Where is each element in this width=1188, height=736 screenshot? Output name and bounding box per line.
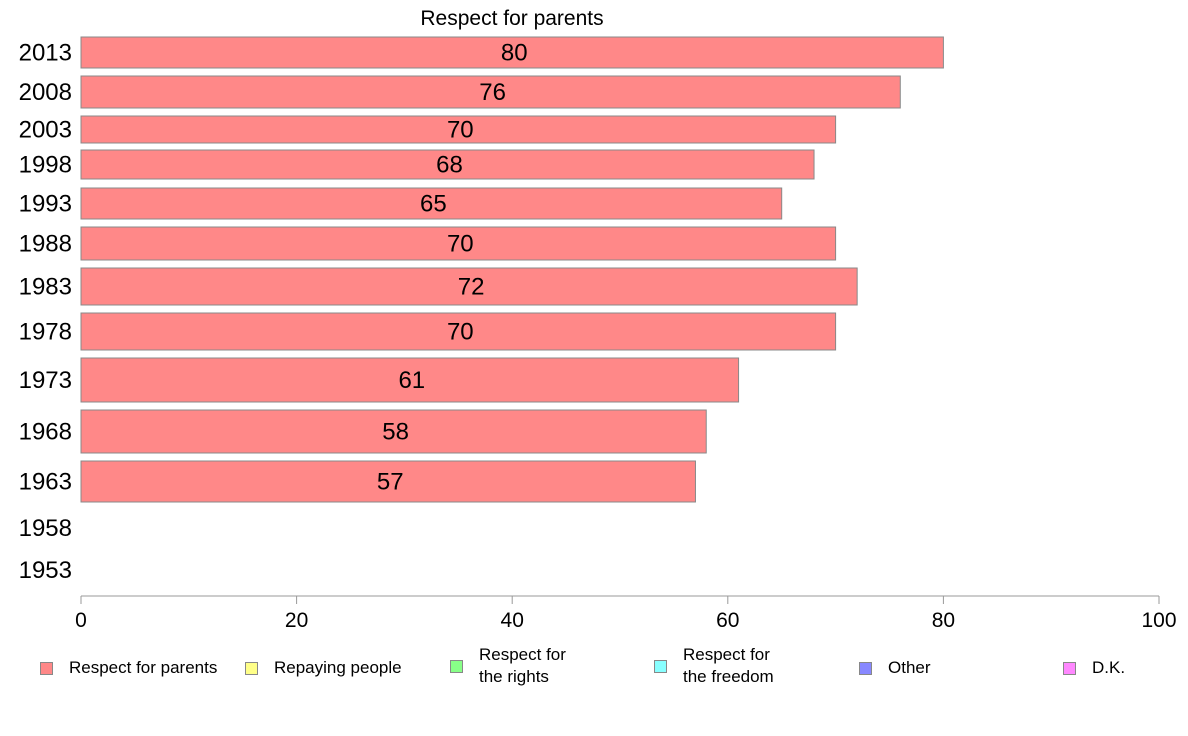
bar — [80, 187, 783, 220]
category-label: 1978 — [19, 319, 72, 346]
bar — [80, 36, 944, 69]
bar — [80, 226, 837, 261]
bar — [80, 357, 740, 403]
data-label: 72 — [458, 274, 485, 301]
legend-swatch — [450, 659, 463, 673]
x-tick-label: 60 — [716, 609, 739, 632]
legend-item-other: Other — [859, 657, 931, 679]
data-label: 70 — [447, 117, 474, 144]
legend-label: Respect for parents — [69, 658, 218, 677]
data-label: 65 — [420, 191, 447, 218]
category-label: 2008 — [19, 79, 72, 106]
category-label: 2003 — [19, 117, 72, 144]
bar — [80, 149, 815, 180]
bar — [80, 460, 696, 503]
legend-item-respect-for-parents: Respect for parents — [40, 657, 217, 679]
data-label: 57 — [377, 469, 404, 496]
legend-swatch — [245, 661, 258, 675]
bar — [80, 267, 858, 306]
legend-label: D.K. — [1092, 658, 1126, 677]
bar — [80, 75, 901, 109]
data-label: 70 — [447, 319, 474, 346]
category-label: 1958 — [19, 515, 72, 542]
legend-label: Respect for the freedom — [683, 645, 774, 686]
x-tick-label: 80 — [932, 609, 955, 632]
category-label: 1988 — [19, 231, 72, 258]
legend-label: Respect for the rights — [479, 645, 566, 686]
bar — [80, 409, 707, 454]
x-tick-label: 40 — [501, 609, 524, 632]
legend-label: Other — [888, 658, 931, 677]
legend-item-dk: D.K. — [1063, 657, 1125, 679]
legend-item-repaying-people: Repaying people — [245, 657, 402, 679]
category-label: 1973 — [19, 367, 72, 394]
category-label: 1963 — [19, 469, 72, 496]
category-label: 2013 — [19, 40, 72, 67]
data-label: 70 — [447, 231, 474, 258]
category-label: 1998 — [19, 152, 72, 179]
x-tick-label: 100 — [1141, 609, 1176, 632]
bar — [80, 115, 837, 144]
data-label: 58 — [382, 419, 409, 446]
chart-title: Respect for parents — [420, 7, 604, 30]
legend-item-respect-for-the-rights: Respect for the rights — [450, 644, 566, 688]
category-label: 1968 — [19, 419, 72, 446]
data-label: 76 — [479, 79, 506, 106]
x-tick-label: 0 — [75, 609, 87, 632]
category-label: 1993 — [19, 191, 72, 218]
legend: Respect for parents Repaying people Resp… — [0, 644, 1188, 694]
category-label: 1953 — [19, 557, 72, 584]
bar — [80, 312, 837, 351]
data-label: 61 — [398, 367, 425, 394]
data-label: 80 — [501, 40, 528, 67]
legend-swatch — [1063, 661, 1076, 675]
legend-label: Repaying people — [274, 658, 402, 677]
data-label: 68 — [436, 152, 463, 179]
legend-swatch — [40, 661, 53, 675]
legend-swatch — [859, 661, 872, 675]
x-tick-label: 20 — [285, 609, 308, 632]
bar-chart: 2013 80 2008 76 2003 70 1998 68 1993 65 1988 70 1983… — [19, 36, 1177, 632]
legend-swatch — [654, 659, 667, 673]
category-label: 1983 — [19, 274, 72, 301]
legend-item-respect-for-the-freedom: Respect for the freedom — [654, 644, 774, 688]
